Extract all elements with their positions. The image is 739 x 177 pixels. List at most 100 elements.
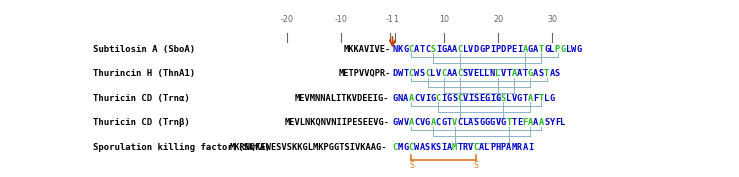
Text: C: C xyxy=(457,69,463,78)
Text: C: C xyxy=(392,143,398,152)
Text: V: V xyxy=(436,69,441,78)
Text: G: G xyxy=(576,45,582,54)
Text: T: T xyxy=(539,94,544,103)
Text: W: W xyxy=(398,118,403,127)
Text: C: C xyxy=(441,69,446,78)
Text: V: V xyxy=(463,94,468,103)
Text: G: G xyxy=(392,94,398,103)
Text: G: G xyxy=(490,118,495,127)
Text: G: G xyxy=(446,94,452,103)
Text: P: P xyxy=(490,143,495,152)
Text: Subtilosin A (SboA): Subtilosin A (SboA) xyxy=(93,45,195,54)
Text: L: L xyxy=(560,118,565,127)
Text: V: V xyxy=(511,94,517,103)
Text: G: G xyxy=(403,45,409,54)
Text: T: T xyxy=(506,69,511,78)
Text: G: G xyxy=(544,45,549,54)
Text: S: S xyxy=(555,69,560,78)
Text: N: N xyxy=(398,94,403,103)
Text: C: C xyxy=(409,69,414,78)
Text: 20: 20 xyxy=(493,15,503,24)
Text: Y: Y xyxy=(549,118,555,127)
Text: V: V xyxy=(452,118,457,127)
Text: E: E xyxy=(479,94,484,103)
Text: G: G xyxy=(495,94,500,103)
Text: I: I xyxy=(469,94,474,103)
Text: F: F xyxy=(522,118,528,127)
Text: A: A xyxy=(409,118,414,127)
Text: I: I xyxy=(436,45,441,54)
Text: METPVVQPR-: METPVVQPR- xyxy=(338,69,391,78)
Text: V: V xyxy=(469,143,474,152)
Text: T: T xyxy=(522,94,528,103)
Text: V: V xyxy=(469,45,474,54)
Text: L: L xyxy=(430,69,435,78)
Text: Thuricin CD (Trnβ): Thuricin CD (Trnβ) xyxy=(93,118,190,127)
Text: G: G xyxy=(528,69,533,78)
Text: T: T xyxy=(511,118,517,127)
Text: A: A xyxy=(452,69,457,78)
Text: C: C xyxy=(436,94,441,103)
Text: A: A xyxy=(528,94,533,103)
Text: L: L xyxy=(485,69,490,78)
Text: G: G xyxy=(441,118,446,127)
Text: F: F xyxy=(555,118,560,127)
Text: L: L xyxy=(463,45,468,54)
Text: V: V xyxy=(420,94,425,103)
Text: I: I xyxy=(490,94,495,103)
Text: I: I xyxy=(441,94,446,103)
Text: C: C xyxy=(414,94,419,103)
Text: C: C xyxy=(425,45,430,54)
Text: D: D xyxy=(474,45,479,54)
Text: A: A xyxy=(539,118,544,127)
Text: K: K xyxy=(430,143,435,152)
Text: W: W xyxy=(571,45,576,54)
Text: V: V xyxy=(495,118,500,127)
Text: A: A xyxy=(409,94,414,103)
Text: S: S xyxy=(474,118,479,127)
Text: G: G xyxy=(485,94,490,103)
Text: G: G xyxy=(485,118,490,127)
Text: A: A xyxy=(446,45,452,54)
Text: G: G xyxy=(425,118,430,127)
Text: V: V xyxy=(403,118,409,127)
Text: S: S xyxy=(539,69,544,78)
Text: N: N xyxy=(490,69,495,78)
Text: 1: 1 xyxy=(392,15,398,24)
Text: Thuricin CD (Trnα): Thuricin CD (Trnα) xyxy=(93,94,190,103)
Text: S: S xyxy=(452,94,457,103)
Text: I: I xyxy=(517,45,522,54)
Text: C: C xyxy=(436,118,441,127)
Text: P: P xyxy=(506,45,511,54)
Text: A: A xyxy=(446,143,452,152)
Text: I: I xyxy=(528,143,533,152)
Text: A: A xyxy=(528,118,533,127)
Text: MKKAVIVE-: MKKAVIVE- xyxy=(344,45,391,54)
Text: A: A xyxy=(522,45,528,54)
Text: A: A xyxy=(522,143,528,152)
Text: S: S xyxy=(544,118,549,127)
Text: A: A xyxy=(414,45,419,54)
Text: A: A xyxy=(430,118,435,127)
Text: S: S xyxy=(409,161,414,170)
Text: A: A xyxy=(479,143,484,152)
Text: C: C xyxy=(457,118,463,127)
Text: G: G xyxy=(560,45,565,54)
Text: G: G xyxy=(479,118,484,127)
Text: A: A xyxy=(403,94,409,103)
Text: A: A xyxy=(420,143,425,152)
Text: A: A xyxy=(511,69,517,78)
Text: G: G xyxy=(528,45,533,54)
Text: C: C xyxy=(414,118,419,127)
Text: T: T xyxy=(539,45,544,54)
Text: W: W xyxy=(398,69,403,78)
Text: G: G xyxy=(479,45,484,54)
Text: -10: -10 xyxy=(335,15,347,24)
Text: T: T xyxy=(457,143,463,152)
Text: M: M xyxy=(452,143,457,152)
Text: S: S xyxy=(420,69,425,78)
Text: A: A xyxy=(549,69,555,78)
Text: V: V xyxy=(469,69,474,78)
Text: A: A xyxy=(534,118,539,127)
Text: W: W xyxy=(414,69,419,78)
